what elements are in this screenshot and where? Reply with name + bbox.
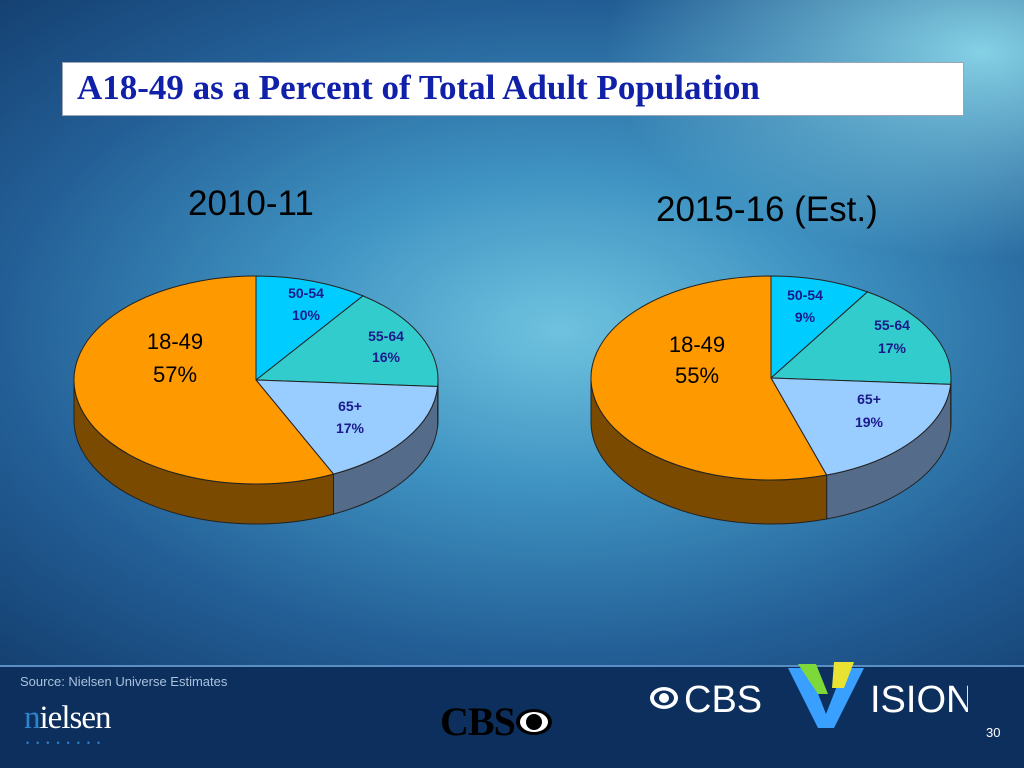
slice-value-65+: 17% — [336, 420, 365, 436]
pie-slice-18-49 — [73, 275, 335, 485]
title-box: A18-49 as a Percent of Total Adult Popul… — [62, 62, 964, 116]
source-note: Source: Nielsen Universe Estimates — [20, 674, 228, 689]
slice-label-55-64: 55-64 — [368, 328, 404, 344]
pie-0: 50-54 10% 55-64 16% 65+ 17% 18-49 57% — [73, 275, 439, 525]
slice-value-50-54: 9% — [795, 309, 816, 325]
cbs-logo: CBS — [440, 698, 553, 745]
pie-slice-18-49 — [590, 275, 828, 481]
background-glow — [600, 0, 1024, 260]
slice-value-65+: 19% — [855, 414, 884, 430]
slice-label-18-49: 18-49 — [669, 332, 725, 357]
pie-slice-65+ — [254, 379, 439, 475]
pie-charts: 50-54 10% 55-64 16% 65+ 17% 18-49 57% 50-54 9% 55-… — [73, 275, 952, 525]
footer-divider — [0, 665, 1024, 667]
slice-value-18-49: 55% — [675, 363, 719, 388]
pie-slice-55-64 — [769, 291, 952, 385]
slice-value-55-64: 16% — [372, 349, 401, 365]
pie-title-2010: 2010-11 — [188, 184, 314, 223]
page-number: 30 — [986, 725, 1001, 740]
cbs-logo-text: CBS — [440, 699, 516, 744]
pie-title-2015: 2015-16 (Est.) — [656, 190, 878, 229]
slice-label-55-64: 55-64 — [874, 317, 910, 333]
nielsen-logo-dots: •••••••• — [26, 738, 108, 748]
slice-label-65+: 65+ — [857, 391, 881, 407]
cbs-eye-icon — [515, 708, 552, 735]
slice-value-55-64: 17% — [878, 340, 907, 356]
slice-label-50-54: 50-54 — [787, 287, 823, 303]
svg-text:CBS: CBS — [684, 679, 762, 721]
cbs-vision-mark-icon: CBS ISION — [650, 662, 973, 728]
pie-slice-55-64 — [254, 295, 439, 388]
pie-slice-50-54 — [255, 275, 364, 382]
slide-title: A18-49 as a Percent of Total Adult Popul… — [77, 68, 760, 107]
nielsen-logo: nielsen — [24, 700, 111, 736]
pie-slice-65+ — [770, 377, 952, 476]
pie-slice-50-54 — [770, 275, 869, 380]
slice-label-50-54: 50-54 — [288, 285, 324, 301]
slice-label-65+: 65+ — [338, 398, 362, 414]
slice-label-18-49: 18-49 — [147, 329, 203, 354]
pie-1: 50-54 9% 55-64 17% 65+ 19% 18-49 55% — [590, 275, 952, 525]
cbs-vision-logo: CBS ISION — [648, 658, 973, 738]
svg-text:ISION: ISION — [870, 679, 968, 721]
slice-value-50-54: 10% — [292, 307, 321, 323]
slice-value-18-49: 57% — [153, 362, 197, 387]
